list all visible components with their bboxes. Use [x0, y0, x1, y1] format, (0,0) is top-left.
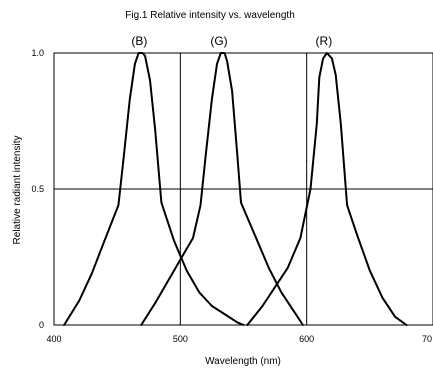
series-label: (G) — [210, 34, 227, 48]
series-line — [246, 52, 408, 326]
x-tick-label: 400 — [46, 334, 61, 344]
y-tick-label: 1.0 — [31, 48, 44, 58]
series-line — [140, 52, 304, 326]
x-tick-label: 500 — [173, 334, 188, 344]
y-tick-label: 0.5 — [31, 184, 44, 194]
x-axis-label: Wavelength (nm) — [205, 356, 281, 367]
chart-title: Fig.1 Relative intensity vs. wavelength — [125, 10, 295, 21]
series-lines — [63, 52, 408, 326]
series-labels: (B) (G) (R) — [131, 34, 332, 48]
series-label: (B) — [131, 34, 147, 48]
x-tick-label: 70 — [422, 334, 432, 344]
plot-area: (B) (G) (R) — [53, 34, 433, 326]
x-tick-label: 600 — [299, 334, 314, 344]
gridlines — [54, 53, 433, 325]
series-line — [63, 52, 245, 326]
y-axis-label: Relative radiant intensity — [12, 136, 23, 245]
series-label: (R) — [316, 34, 333, 48]
y-axis-ticks: 0 0.5 1.0 — [31, 48, 44, 330]
y-tick-label: 0 — [39, 320, 44, 330]
x-axis-ticks: 400 500 600 70 — [46, 334, 432, 344]
